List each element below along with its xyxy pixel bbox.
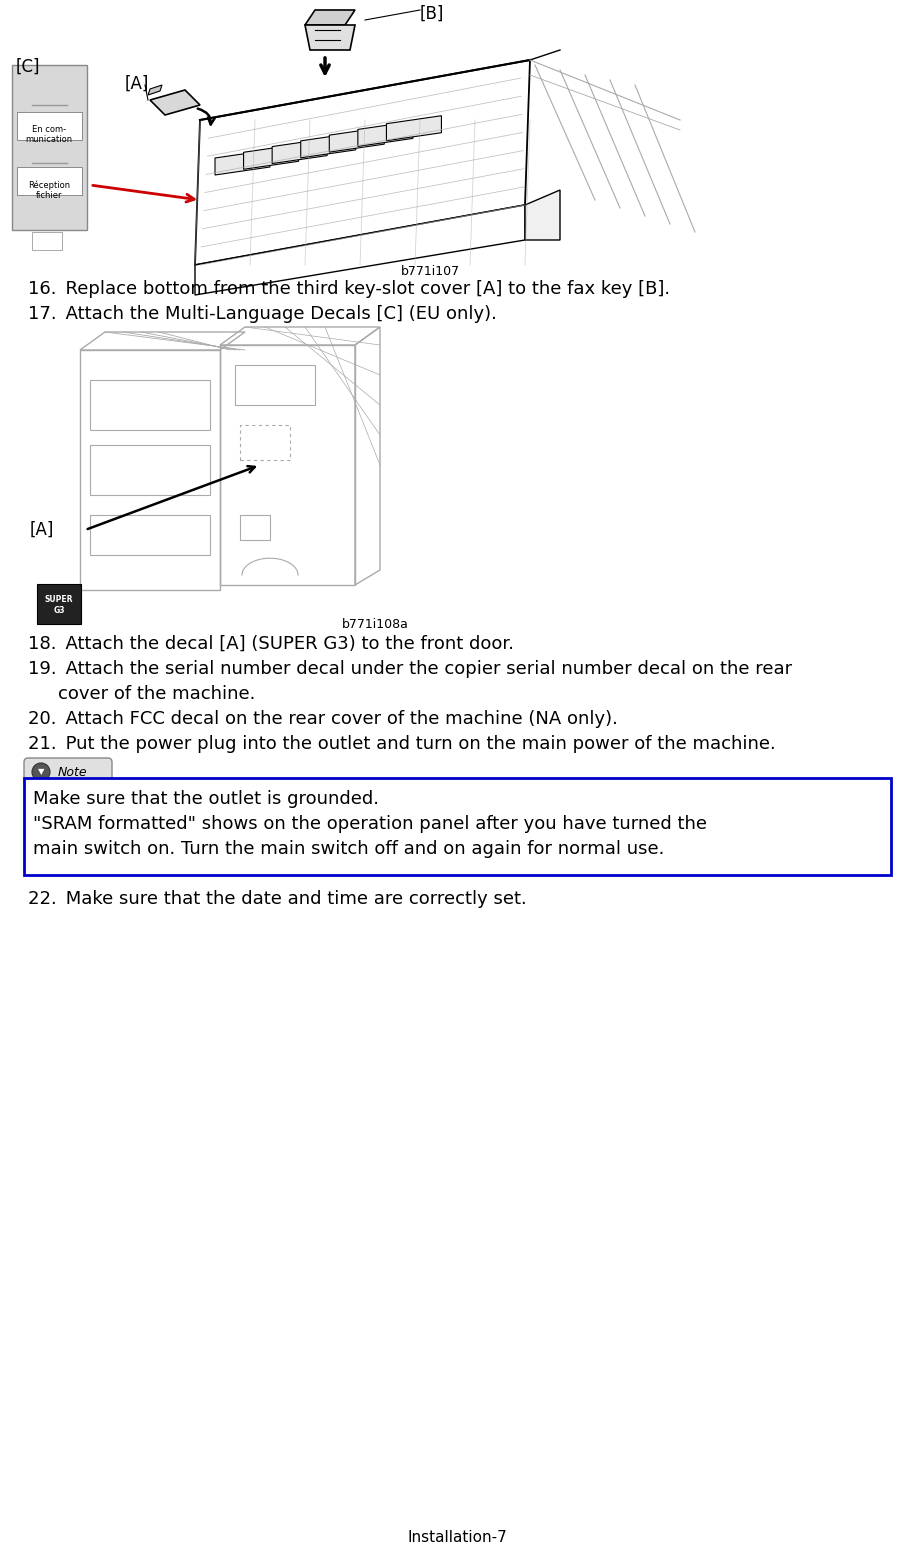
Polygon shape (525, 191, 560, 240)
Text: 17. Attach the Multi-Language Decals [C] (EU only).: 17. Attach the Multi-Language Decals [C]… (28, 306, 497, 323)
Polygon shape (305, 9, 355, 25)
Polygon shape (301, 133, 356, 158)
Polygon shape (272, 138, 328, 163)
Polygon shape (215, 150, 270, 175)
FancyBboxPatch shape (32, 233, 62, 250)
Text: En com-
munication: En com- munication (26, 126, 72, 144)
Text: Installation-7: Installation-7 (407, 1529, 507, 1545)
Text: 16. Replace bottom from the third key-slot cover [A] to the fax key [B].: 16. Replace bottom from the third key-sl… (28, 281, 670, 298)
Text: b771i107: b771i107 (401, 265, 459, 278)
Text: 22. Make sure that the date and time are correctly set.: 22. Make sure that the date and time are… (28, 890, 527, 907)
Text: ▼: ▼ (38, 768, 44, 777)
Polygon shape (150, 90, 200, 115)
FancyBboxPatch shape (17, 168, 82, 195)
Circle shape (32, 763, 50, 782)
Polygon shape (195, 205, 525, 295)
Text: main switch on. Turn the main switch off and on again for normal use.: main switch on. Turn the main switch off… (33, 841, 664, 858)
Polygon shape (329, 127, 384, 152)
Text: 19. Attach the serial number decal under the copier serial number decal on the r: 19. Attach the serial number decal under… (28, 661, 792, 678)
Text: 18. Attach the decal [A] (SUPER G3) to the front door.: 18. Attach the decal [A] (SUPER G3) to t… (28, 634, 514, 653)
Text: Make sure that the outlet is grounded.: Make sure that the outlet is grounded. (33, 789, 379, 808)
FancyBboxPatch shape (17, 112, 82, 140)
FancyBboxPatch shape (24, 758, 112, 786)
Text: [B]: [B] (420, 5, 445, 23)
Polygon shape (305, 25, 355, 50)
Text: "SRAM formatted" shows on the operation panel after you have turned the: "SRAM formatted" shows on the operation … (33, 814, 707, 833)
Text: Réception
fichier: Réception fichier (28, 180, 70, 200)
Text: b771i108a: b771i108a (341, 617, 408, 631)
Polygon shape (243, 144, 298, 169)
Text: [C]: [C] (16, 57, 40, 76)
FancyBboxPatch shape (12, 65, 87, 230)
FancyBboxPatch shape (24, 779, 891, 875)
Text: SUPER
G3: SUPER G3 (45, 596, 73, 614)
FancyBboxPatch shape (37, 585, 81, 624)
Text: cover of the machine.: cover of the machine. (58, 686, 255, 703)
Text: 21. Put the power plug into the outlet and turn on the main power of the machine: 21. Put the power plug into the outlet a… (28, 735, 776, 752)
Text: 20. Attach FCC decal on the rear cover of the machine (NA only).: 20. Attach FCC decal on the rear cover o… (28, 710, 618, 727)
Text: [A]: [A] (30, 521, 54, 540)
Polygon shape (358, 121, 413, 146)
Text: [A]: [A] (125, 74, 149, 93)
Text: Note: Note (58, 766, 88, 779)
Polygon shape (148, 85, 162, 95)
Polygon shape (386, 116, 441, 141)
